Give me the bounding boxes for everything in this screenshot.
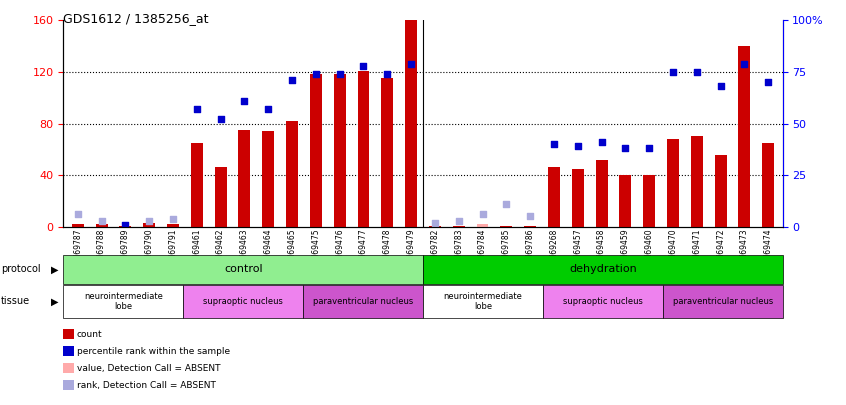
Text: protocol: protocol [1,264,41,274]
Point [214,116,228,123]
Text: count: count [77,330,102,339]
Text: dehydration: dehydration [569,264,637,274]
Bar [333,75,346,227]
Bar [72,224,84,227]
Bar [667,139,679,227]
Point [500,201,514,207]
Point [452,217,465,224]
Bar [715,154,727,227]
Point [332,71,346,77]
Bar [500,226,513,227]
Bar [310,75,321,227]
Bar [596,160,607,227]
Bar [429,226,441,227]
Point [404,60,418,67]
Point [547,141,561,147]
Point [309,71,322,77]
Bar [525,226,536,227]
Point [595,139,608,145]
Point [118,222,132,228]
Text: tissue: tissue [1,296,30,306]
Text: supraoptic nucleus: supraoptic nucleus [563,297,643,306]
Bar [548,167,560,227]
Bar [405,20,417,227]
Text: paraventricular nucleus: paraventricular nucleus [673,297,772,306]
Point [285,77,299,83]
Point [95,217,108,224]
Text: GDS1612 / 1385256_at: GDS1612 / 1385256_at [63,12,209,25]
Point [524,213,537,220]
Text: ▶: ▶ [52,296,58,306]
Bar [476,224,488,227]
Point [738,60,751,67]
Text: rank, Detection Call = ABSENT: rank, Detection Call = ABSENT [77,381,216,390]
Text: percentile rank within the sample: percentile rank within the sample [77,347,230,356]
Bar [358,70,370,227]
Bar [191,143,203,227]
Point [690,68,704,75]
Point [618,145,632,151]
Bar [619,175,631,227]
Text: neurointermediate
lobe: neurointermediate lobe [443,292,522,311]
Bar [453,226,464,227]
Point [667,68,680,75]
Point [190,106,204,112]
Bar [143,223,155,227]
Point [642,145,656,151]
Point [475,211,489,217]
Bar [262,131,274,227]
Bar [215,167,227,227]
Point [714,83,728,90]
Bar [762,143,774,227]
Point [381,71,394,77]
Bar [572,169,584,227]
Text: paraventricular nucleus: paraventricular nucleus [313,297,413,306]
Bar [382,78,393,227]
Point [142,217,156,224]
Bar [239,130,250,227]
Point [571,143,585,149]
Bar [643,175,655,227]
Bar [96,224,107,227]
Point [238,98,251,104]
Text: supraoptic nucleus: supraoptic nucleus [203,297,283,306]
Bar [691,136,703,227]
Text: ▶: ▶ [52,264,58,274]
Text: value, Detection Call = ABSENT: value, Detection Call = ABSENT [77,364,221,373]
Point [166,215,179,222]
Bar [286,121,298,227]
Point [71,211,85,217]
Point [261,106,275,112]
Text: control: control [224,264,262,274]
Point [761,79,775,85]
Point [357,62,371,69]
Bar [739,46,750,227]
Bar [119,226,131,227]
Text: neurointermediate
lobe: neurointermediate lobe [84,292,162,311]
Bar [167,224,179,227]
Point [428,220,442,226]
